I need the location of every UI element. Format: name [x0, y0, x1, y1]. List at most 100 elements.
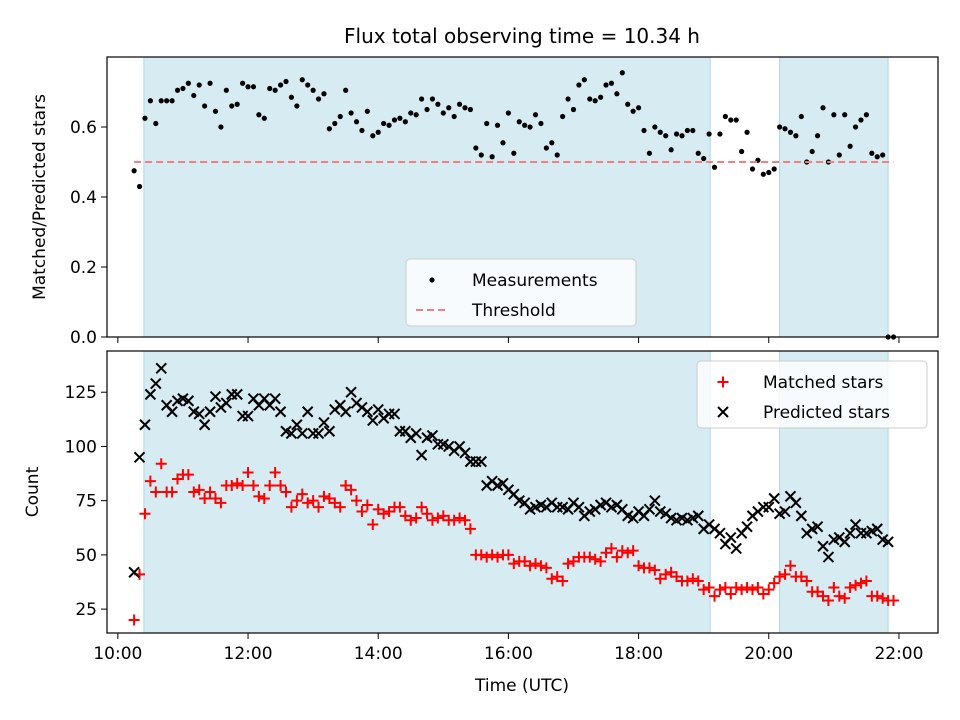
measurement-point — [630, 108, 636, 114]
measurement-point — [625, 101, 631, 107]
matched-star-point — [746, 584, 758, 596]
x-tick-label: 20:00 — [744, 644, 793, 664]
legend-marker-predicted — [717, 406, 729, 418]
matched-star-point — [698, 584, 710, 596]
matched-star-point — [709, 590, 721, 602]
measurement-point — [136, 183, 143, 190]
measurement-point — [413, 112, 419, 118]
predicted-star-point — [714, 527, 726, 539]
predicted-star-point — [128, 566, 140, 578]
measurement-point — [245, 84, 251, 90]
bottom-y-tick-label: 25 — [75, 600, 97, 620]
predicted-star-point — [291, 419, 303, 431]
measurement-point — [310, 87, 316, 93]
matched-star-point — [611, 551, 623, 563]
predicted-star-point — [144, 388, 157, 401]
matched-star-point — [481, 551, 493, 563]
measurement-point — [402, 119, 408, 125]
measurement-point — [364, 108, 370, 114]
measurement-point — [283, 78, 289, 85]
top-y-tick-label: 0.4 — [70, 188, 97, 208]
measurement-point — [370, 133, 376, 139]
matched-star-point — [801, 575, 813, 587]
measurement-point — [771, 166, 777, 172]
measurement-point — [408, 110, 414, 116]
matched-star-point — [421, 508, 433, 520]
measurement-point — [169, 98, 175, 104]
matched-star-point — [226, 479, 238, 491]
predicted-star-point — [741, 521, 753, 533]
matched-star-point — [855, 577, 867, 589]
measurement-point — [760, 171, 766, 177]
matched-star-point — [871, 590, 883, 602]
predicted-star-point — [410, 427, 422, 440]
matched-star-point — [144, 475, 156, 487]
top-y-tick-label: 0.2 — [70, 258, 97, 278]
matched-star-point — [660, 568, 672, 580]
measurement-point — [744, 129, 750, 135]
measurement-point — [180, 85, 186, 92]
measurement-point — [663, 133, 669, 139]
measurement-point — [587, 96, 593, 102]
predicted-star-point — [692, 510, 704, 522]
top-shaded-interval-1 — [779, 57, 889, 337]
matched-star-point — [714, 584, 726, 596]
matched-star-point — [410, 512, 422, 524]
matched-star-point — [258, 493, 270, 505]
measurement-point — [570, 106, 577, 113]
predicted-star-point — [150, 377, 162, 390]
matched-star-point — [627, 545, 639, 557]
measurement-point — [174, 87, 181, 93]
measurement-point — [679, 133, 685, 139]
measurement-point — [440, 110, 446, 116]
predicted-star-point — [220, 397, 233, 409]
matched-star-point — [182, 469, 194, 481]
matched-star-point — [839, 592, 851, 604]
predicted-star-point — [166, 406, 178, 418]
measurement-point — [836, 152, 842, 158]
matched-star-point — [188, 486, 200, 498]
predicted-star-point — [182, 395, 195, 407]
measurement-point — [191, 92, 197, 99]
legend-marker-measurements — [429, 277, 435, 283]
measurement-point — [516, 119, 522, 125]
predicted-star-point — [817, 540, 829, 552]
measurement-point — [424, 106, 430, 113]
measurement-point — [576, 82, 582, 88]
measurement-point — [467, 106, 474, 113]
matched-star-point — [681, 575, 693, 587]
predicted-star-point — [459, 447, 471, 459]
matched-star-point — [546, 573, 558, 585]
x-axis-label: Time (UTC) — [474, 676, 569, 696]
matched-star-point — [150, 486, 162, 498]
measurement-point — [673, 131, 680, 137]
matched-star-point — [296, 488, 308, 500]
measurement-point — [874, 154, 880, 160]
matched-star-point — [356, 506, 368, 518]
measurement-point — [223, 87, 229, 93]
measurement-point — [142, 115, 148, 121]
matched-star-point — [237, 479, 249, 491]
predicted-star-point — [231, 388, 243, 401]
matched-star-point — [313, 501, 325, 513]
top-y-tick-label: 0.6 — [70, 118, 97, 138]
predicted-star-point — [573, 501, 585, 513]
x-tick-label: 16:00 — [484, 644, 533, 664]
measurement-point — [353, 119, 360, 125]
predicted-star-point — [285, 427, 298, 440]
predicted-star-point — [838, 536, 851, 548]
matched-star-point — [242, 466, 254, 478]
measurement-point — [315, 96, 322, 102]
measurement-point — [787, 129, 794, 135]
predicted-star-point — [795, 510, 808, 522]
measurement-point — [158, 98, 164, 104]
measurement-point — [272, 87, 278, 93]
predicted-star-point — [301, 406, 314, 418]
matched-star-point — [888, 594, 900, 606]
measurement-point — [321, 91, 327, 97]
matched-star-point — [692, 575, 704, 587]
matched-star-point — [204, 486, 216, 498]
measurement-point — [478, 152, 484, 158]
measurement-point — [646, 150, 653, 156]
measurement-point — [619, 70, 625, 76]
